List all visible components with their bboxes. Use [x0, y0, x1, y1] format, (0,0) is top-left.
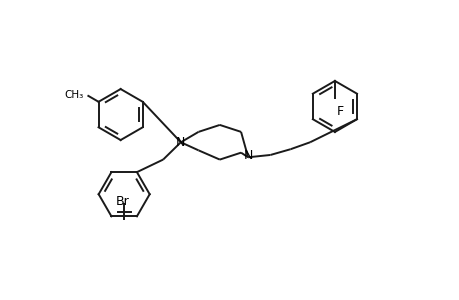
Text: N: N: [243, 149, 252, 162]
Text: F: F: [336, 105, 344, 118]
Text: N: N: [176, 136, 185, 149]
Text: CH₃: CH₃: [64, 90, 84, 100]
Text: Br: Br: [116, 196, 129, 208]
